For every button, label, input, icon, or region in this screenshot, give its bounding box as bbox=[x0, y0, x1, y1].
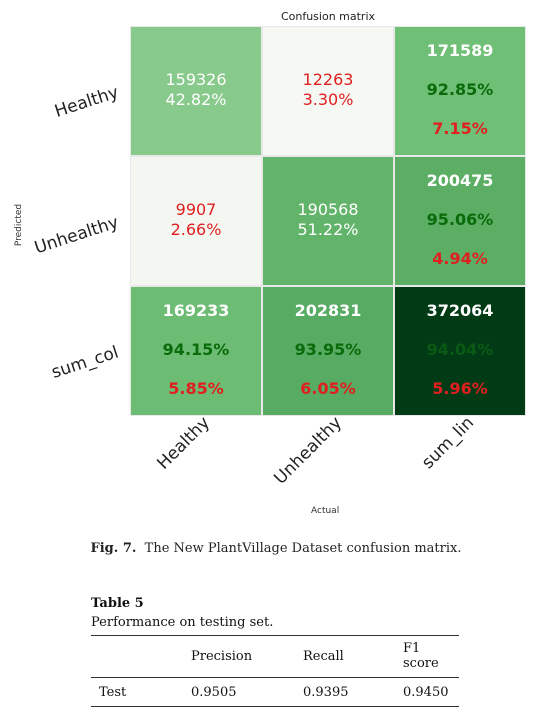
matrix-cell-value: 94.04% bbox=[426, 340, 494, 359]
matrix-cell-value: 6.05% bbox=[300, 379, 356, 398]
matrix-cell-value: 42.82% bbox=[165, 90, 227, 109]
matrix-cell-value: 3.30% bbox=[302, 90, 354, 109]
table-cell: 0.9450 bbox=[403, 677, 459, 707]
matrix-cell: 202831 93.95% 6.05% bbox=[262, 286, 394, 416]
matrix-cell-value: 7.15% bbox=[432, 119, 488, 138]
matrix-cell: 190568 51.22% bbox=[262, 156, 394, 286]
table-title: Table 5 bbox=[91, 596, 144, 611]
matrix-cell-value: 159326 bbox=[165, 70, 227, 89]
confusion-matrix: 159326 42.82% 12263 3.30% 171589 92.85% 7.15% 9… bbox=[130, 26, 526, 416]
matrix-cell-value: 94.15% bbox=[162, 340, 230, 359]
matrix-cell-value: 2.66% bbox=[170, 220, 222, 239]
table-subtitle: Performance on testing set. bbox=[91, 615, 274, 630]
matrix-cell: 200475 95.06% 4.94% bbox=[394, 156, 526, 286]
table-cell: Test bbox=[91, 677, 191, 707]
matrix-cell-value: 190568 bbox=[297, 200, 359, 219]
matrix-cell: 12263 3.30% bbox=[262, 26, 394, 156]
matrix-cell-value: 5.96% bbox=[432, 379, 488, 398]
y-tick-label: sum_col bbox=[49, 342, 122, 383]
table-header-cell: F1 score bbox=[403, 635, 459, 678]
matrix-cell-value: 5.85% bbox=[168, 379, 224, 398]
x-tick-label: Unhealthy bbox=[270, 412, 347, 489]
matrix-title: Confusion matrix bbox=[280, 10, 376, 23]
matrix-cell-value: 51.22% bbox=[297, 220, 359, 239]
figure-caption: Fig. 7. The New PlantVillage Dataset con… bbox=[0, 541, 552, 556]
table-header-cell bbox=[91, 635, 191, 678]
matrix-cell: 171589 92.85% 7.15% bbox=[394, 26, 526, 156]
caption-text: The New PlantVillage Dataset confusion m… bbox=[144, 541, 462, 556]
y-tick-label: Healthy bbox=[52, 82, 122, 122]
matrix-cell-value: 4.94% bbox=[432, 249, 488, 268]
matrix-cell-value: 9907 bbox=[175, 200, 217, 219]
matrix-cell-value: 12263 bbox=[302, 70, 354, 89]
matrix-cell-value: 169233 bbox=[162, 301, 230, 320]
matrix-cell-value: 372064 bbox=[426, 301, 494, 320]
matrix-cell: 9907 2.66% bbox=[130, 156, 262, 286]
matrix-cell-value: 92.85% bbox=[426, 80, 494, 99]
matrix-cell-value: 93.95% bbox=[294, 340, 362, 359]
matrix-cell-value: 202831 bbox=[294, 301, 362, 320]
table-cell: 0.9395 bbox=[303, 677, 403, 707]
table-cell: 0.9505 bbox=[191, 677, 303, 707]
y-axis-label: Predicted bbox=[14, 203, 25, 247]
x-tick-label: sum_lin bbox=[418, 412, 479, 473]
matrix-cell-value: 95.06% bbox=[426, 210, 494, 229]
matrix-cell-value: 171589 bbox=[426, 41, 494, 60]
table-header-cell: Recall bbox=[303, 635, 403, 678]
matrix-cell-value: 200475 bbox=[426, 171, 494, 190]
matrix-cell: 159326 42.82% bbox=[130, 26, 262, 156]
x-axis-label: Actual bbox=[311, 506, 340, 516]
table-header-cell: Precision bbox=[191, 635, 303, 678]
table-header-row: Precision Recall F1 score bbox=[91, 635, 459, 678]
performance-table: Precision Recall F1 score Test 0.9505 0.… bbox=[91, 635, 459, 707]
table-row: Test 0.9505 0.9395 0.9450 bbox=[91, 677, 459, 707]
matrix-cell: 169233 94.15% 5.85% bbox=[130, 286, 262, 416]
matrix-cell: 372064 94.04% 5.96% bbox=[394, 286, 526, 416]
caption-label: Fig. 7. bbox=[90, 541, 137, 556]
x-tick-label: Healthy bbox=[153, 412, 215, 474]
